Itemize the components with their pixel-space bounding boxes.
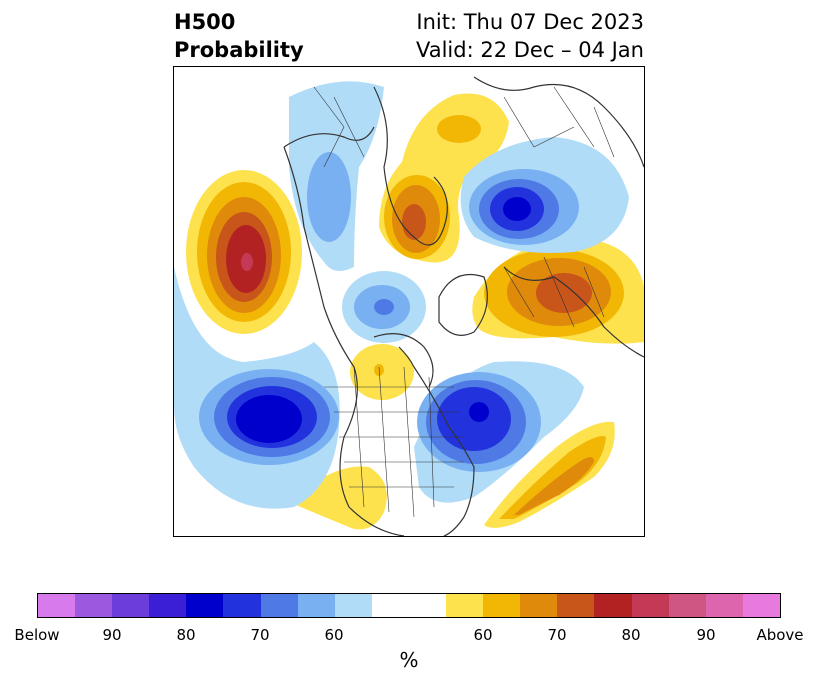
colorbar-tick-label: Above: [756, 626, 804, 644]
colorbar-segment: [631, 594, 669, 617]
colorbar-tick-label: 60: [473, 626, 493, 644]
anomaly-russia-80: [503, 197, 531, 221]
colorbar-segment: [408, 594, 447, 617]
colorbar-segment: [371, 594, 409, 617]
colorbar-segment: [742, 594, 780, 617]
colorbar-tick-label: 80: [621, 626, 641, 644]
coast-na-east: [413, 366, 475, 536]
title-left: H500 Probability: [174, 8, 304, 64]
colorbar-tick-label: 70: [547, 626, 567, 644]
anomaly-siberia-75: [402, 204, 426, 240]
coast-eurasia: [473, 76, 644, 358]
colorbar-segment: [149, 594, 187, 617]
colorbar-segment: [520, 594, 558, 617]
anomaly-pacific-ridge-85: [241, 253, 253, 271]
colorbar-segment: [38, 594, 76, 617]
colorbar-segment: [75, 594, 113, 617]
state-boundaries: [313, 86, 615, 518]
coast-alaska: [283, 126, 375, 148]
title-right: Init: Thu 07 Dec 2023 Valid: 22 Dec – 04…: [416, 8, 644, 64]
colorbar-segment: [705, 594, 743, 617]
colorbar: [37, 593, 781, 618]
coast-greenland: [438, 273, 488, 336]
colorbar-segment: [260, 594, 298, 617]
colorbar-segment: [334, 594, 372, 617]
valid-range: Valid: 22 Dec – 04 Jan: [415, 38, 644, 62]
colorbar-segment: [594, 594, 632, 617]
coastlines: [283, 76, 644, 536]
below-normal-areas: [174, 81, 629, 509]
title-variable: H500: [174, 10, 236, 34]
colorbar-segment: [297, 594, 335, 617]
colorbar-label: %: [399, 648, 419, 672]
anomaly-atlantic-65: [499, 436, 606, 519]
coast-na-west: [283, 146, 405, 536]
colorbar-segment: [668, 594, 706, 617]
anomaly-bering-65: [307, 152, 351, 242]
map-svg: [174, 76, 644, 536]
colorbar-tick-label: 60: [324, 626, 344, 644]
title-product: Probability: [174, 38, 304, 62]
colorbar-tick-label: Below: [14, 626, 60, 644]
anomaly-pacific-trough-80: [236, 395, 302, 443]
colorbar-segment: [446, 594, 484, 617]
init-date: Init: Thu 07 Dec 2023: [416, 10, 644, 34]
coast-asia-east: [373, 86, 448, 246]
colorbar-segment: [223, 594, 261, 617]
colorbar-tick-label: 90: [696, 626, 716, 644]
anomaly-arctic-70: [374, 299, 394, 315]
colorbar-segment: [557, 594, 595, 617]
coast-arctic: [373, 333, 434, 388]
anomaly-europe-75: [536, 273, 592, 313]
anomaly-siberia-north-65: [437, 115, 481, 143]
above-normal-areas: [186, 93, 644, 530]
colorbar-segment: [112, 594, 150, 617]
colorbar-segment: [186, 594, 224, 617]
anomaly-eastus-80: [469, 402, 489, 422]
colorbar-tick-label: 80: [176, 626, 196, 644]
anomaly-atlantic-70: [514, 457, 594, 515]
colorbar-tick-label: 90: [102, 626, 122, 644]
colorbar-segment: [483, 594, 521, 617]
probability-map: [173, 66, 645, 537]
colorbar-tick-label: 70: [250, 626, 270, 644]
